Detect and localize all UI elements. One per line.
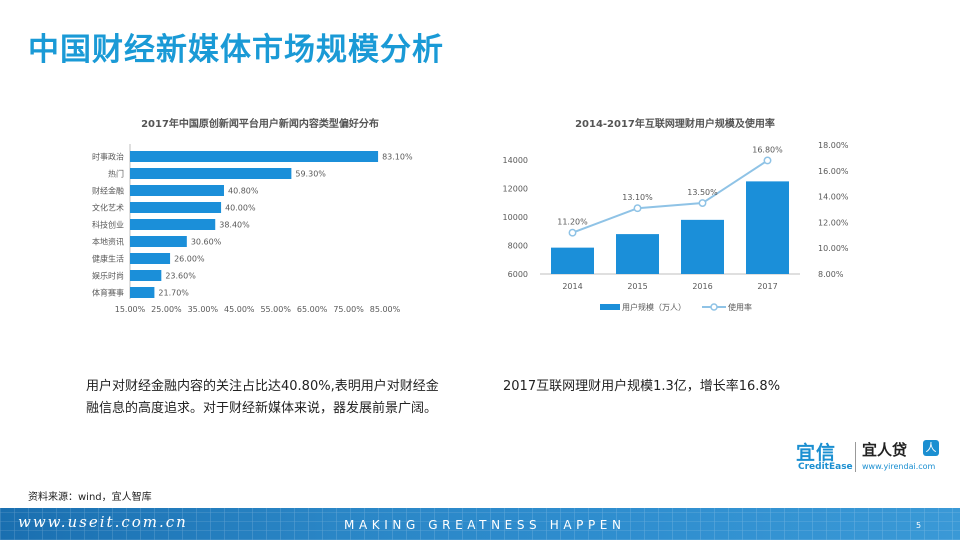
chart2-line-value-label: 16.80% [752, 145, 783, 154]
user-scale-combo-chart: 2014-2017年互联网理财用户规模及使用率 6000 8000 10000 120… [503, 117, 849, 312]
chart2-x-tick-label: 2016 [692, 282, 712, 291]
chart2-x-tick-label: 2014 [562, 282, 582, 291]
chart1-x-tick-label: 75.00% [333, 305, 364, 314]
footer-slogan: MAKING GREATNESS HAPPEN [344, 518, 626, 532]
brand-logos: 宜信 CreditEase 宜人贷 人 www.yirendai.com [796, 438, 942, 478]
chart1-category-label: 财经金融 [92, 186, 124, 196]
chart2-legend-bar-swatch [600, 304, 620, 310]
chart2-legend-bar-label: 用户规模（万人） [622, 302, 686, 312]
chart1-bar [130, 151, 379, 162]
left-description: 用户对财经金融内容的关注占比达40.80%,表明用户对财经金融信息的高度追求。对… [86, 379, 439, 416]
chart1-value-label: 21.70% [158, 289, 189, 298]
chart2-legend-line-label: 使用率 [728, 302, 752, 312]
chart2-right-tick-label: 14.00% [818, 193, 849, 202]
yirendai-person-icon: 人 [923, 440, 939, 456]
creditease-logo: 宜信 [796, 442, 837, 464]
chart1-value-label: 38.40% [219, 221, 250, 230]
chart2-x-tick-label: 2017 [757, 282, 777, 291]
footer-circuit-pattern [0, 508, 960, 540]
chart2-left-tick-label: 14000 [503, 156, 528, 165]
chart1-value-label: 59.30% [295, 170, 326, 179]
footer-banner: www.useit.com.cn MAKING GREATNESS HAPPEN… [0, 508, 960, 540]
chart2-left-tick-label: 12000 [503, 185, 528, 194]
chart1-category-label: 健康生活 [92, 254, 124, 264]
preference-bar-chart: 2017年中国原创新闻平台用户新闻内容类型偏好分布 时事政治 83.10% 热门 59… [92, 117, 413, 314]
chart2-left-tick-label: 6000 [508, 270, 528, 279]
chart2-left-tick-label: 10000 [503, 213, 528, 222]
chart1-bar [130, 287, 155, 298]
chart1-bar [130, 270, 162, 281]
chart1-bar [130, 253, 171, 264]
chart2-right-tick-label: 10.00% [818, 244, 849, 253]
chart1-x-tick-label: 15.00% [115, 305, 146, 314]
chart2-usage-line [572, 159, 769, 234]
chart1-value-label: 30.60% [191, 238, 222, 247]
chart2-line-point [698, 199, 707, 208]
chart1-category-label: 文化艺术 [92, 203, 124, 213]
chart2-right-tick-label: 18.00% [818, 141, 849, 150]
slide-title: 中国财经新媒体市场规模分析 [28, 32, 444, 68]
chart2-line-value-label: 13.10% [622, 193, 653, 202]
chart2-line-value-label: 13.50% [687, 188, 718, 197]
chart2-bar [551, 247, 594, 274]
chart2-line-value-label: 11.20% [557, 218, 588, 227]
chart2-line-point [633, 204, 642, 213]
chart1-value-label: 40.80% [228, 187, 259, 196]
chart2-line-point [763, 156, 772, 165]
chart2-right-tick-label: 16.00% [818, 167, 849, 176]
chart2-right-tick-label: 12.00% [818, 218, 849, 227]
chart1-category-label: 科技创业 [92, 220, 124, 230]
chart1-category-label: 热门 [108, 169, 124, 179]
chart1-category-label: 时事政治 [92, 152, 124, 162]
chart2-line-point [568, 228, 577, 237]
creditease-logo-sub: CreditEase [798, 462, 853, 472]
chart1-bar [130, 219, 216, 230]
chart1-bar [130, 236, 187, 247]
chart1-x-tick-label: 85.00% [370, 305, 401, 314]
data-source: 资料来源：wind，宜人智库 [28, 492, 152, 503]
chart1-x-tick-label: 35.00% [188, 305, 219, 314]
chart1-title: 2017年中国原创新闻平台用户新闻内容类型偏好分布 [141, 117, 379, 130]
chart2-bar [746, 181, 789, 274]
chart1-value-label: 26.00% [174, 255, 205, 264]
chart1-x-tick-label: 55.00% [260, 305, 291, 314]
chart2-legend-line-marker [710, 303, 718, 311]
chart1-category-label: 体育赛事 [92, 288, 124, 298]
footer-url: www.useit.com.cn [18, 513, 188, 531]
chart1-x-tick-label: 25.00% [151, 305, 182, 314]
right-description: 2017互联网理财用户规模1.3亿，增长率16.8% [503, 379, 781, 394]
chart1-value-label: 40.00% [225, 204, 256, 213]
chart2-title: 2014-2017年互联网理财用户规模及使用率 [575, 117, 775, 130]
chart1-x-tick-label: 65.00% [297, 305, 328, 314]
chart1-bar [130, 185, 224, 196]
chart1-value-label: 23.60% [165, 272, 196, 281]
yirendai-url: www.yirendai.com [862, 462, 936, 471]
logo-divider [855, 442, 856, 472]
chart2-bar [681, 219, 724, 274]
chart1-bar [130, 202, 222, 213]
chart1-bar [130, 168, 292, 179]
chart1-x-tick-label: 45.00% [224, 305, 255, 314]
chart1-value-label: 83.10% [382, 153, 413, 162]
page-number: 5 [916, 521, 922, 530]
chart1-category-label: 娱乐时尚 [92, 271, 124, 281]
chart1-category-label: 本地资讯 [92, 237, 124, 247]
yirendai-logo: 宜人贷 [862, 441, 908, 459]
chart2-bar [616, 234, 659, 274]
chart2-x-tick-label: 2015 [627, 282, 647, 291]
chart2-left-tick-label: 8000 [508, 242, 528, 251]
chart2-right-tick-label: 8.00% [818, 270, 844, 279]
